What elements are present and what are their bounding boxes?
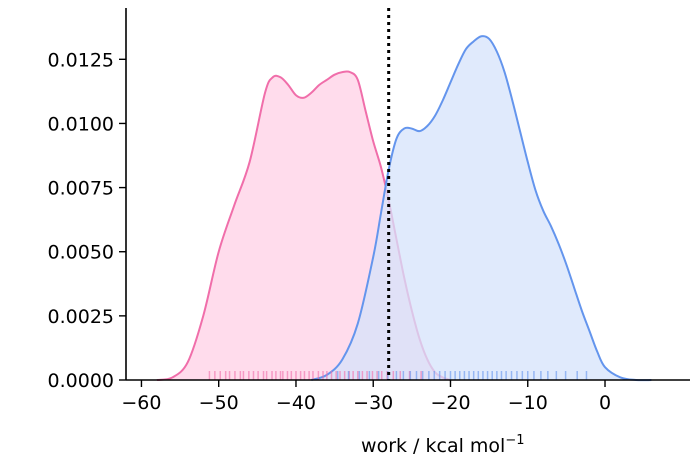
y-tick-label: 0.0075: [48, 178, 114, 200]
rug-layer: [208, 371, 588, 380]
y-tick-label: 0.0025: [48, 306, 114, 328]
x-tick-label: 0: [599, 392, 611, 414]
y-tick-label: 0.0100: [48, 113, 114, 135]
y-tick-label: 0.0000: [48, 370, 114, 392]
x-tick-label: −10: [508, 392, 548, 414]
x-tick-label: −50: [199, 392, 239, 414]
x-axis-label-text: work / kcal mol: [361, 435, 505, 457]
x-tick-label: −40: [276, 392, 316, 414]
density-area-1: [311, 36, 652, 381]
x-tick-label: −20: [430, 392, 470, 414]
y-tick-label: 0.0050: [48, 242, 114, 264]
y-ticks: 0.0000 0.0025 0.0050 0.0075 0.0100 0.0125: [48, 49, 126, 392]
x-tick-label: −30: [353, 392, 393, 414]
x-axis-label-superscript: −1: [505, 433, 524, 448]
y-tick-label: 0.0125: [48, 49, 114, 71]
series-layer: [156, 35, 652, 382]
x-ticks: −60 −50 −40 −30 −20 −10 0: [121, 380, 611, 414]
x-tick-label: −60: [121, 392, 161, 414]
x-axis-label: work / kcal mol−1: [361, 433, 524, 457]
